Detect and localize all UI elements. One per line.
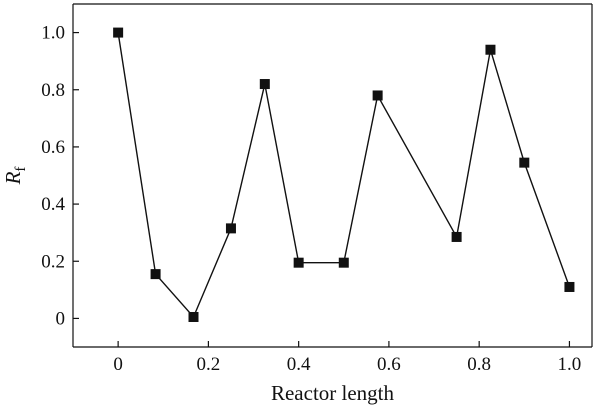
- x-axis-title: Reactor length: [271, 381, 395, 405]
- series-line: [117, 32, 571, 319]
- axes: [72, 3, 593, 348]
- data-point-marker: [225, 223, 236, 234]
- data-point-marker: [372, 90, 383, 101]
- data-point-marker: [150, 269, 161, 280]
- y-axis-title-subscript: f: [13, 167, 29, 172]
- y-tick-label: 0: [56, 308, 66, 329]
- data-point-marker: [485, 44, 496, 55]
- data-point-marker: [564, 281, 575, 292]
- y-tick-label: 0.8: [41, 80, 65, 101]
- x-ticks: 0 0.2 0.4 0.6 0.8 1.0: [113, 341, 581, 375]
- x-tick-label: 0.6: [377, 354, 401, 375]
- x-tick-label: 0.2: [197, 354, 221, 375]
- x-tick-label: 1.0: [558, 354, 582, 375]
- data-point-marker: [338, 257, 349, 268]
- y-axis-title-main: R: [1, 171, 25, 185]
- data-point-marker: [293, 257, 304, 268]
- data-point-marker: [519, 157, 530, 168]
- x-tick-label: 0: [113, 354, 123, 375]
- x-tick-label: 0.8: [467, 354, 491, 375]
- data-point-marker: [451, 231, 462, 242]
- data-point-marker: [259, 79, 270, 90]
- series: [113, 27, 575, 322]
- y-tick-label: 1.0: [41, 23, 65, 44]
- x-tick-label: 0.4: [287, 354, 311, 375]
- data-point-marker: [188, 311, 199, 322]
- y-tick-label: 0.4: [41, 194, 65, 215]
- y-tick-label: 0.6: [41, 137, 65, 158]
- y-tick-label: 0.2: [41, 251, 65, 272]
- y-axis-title: Rf: [1, 167, 29, 186]
- y-ticks: 0 0.2 0.4 0.6 0.8 1.0: [41, 23, 79, 329]
- data-point-marker: [113, 27, 124, 38]
